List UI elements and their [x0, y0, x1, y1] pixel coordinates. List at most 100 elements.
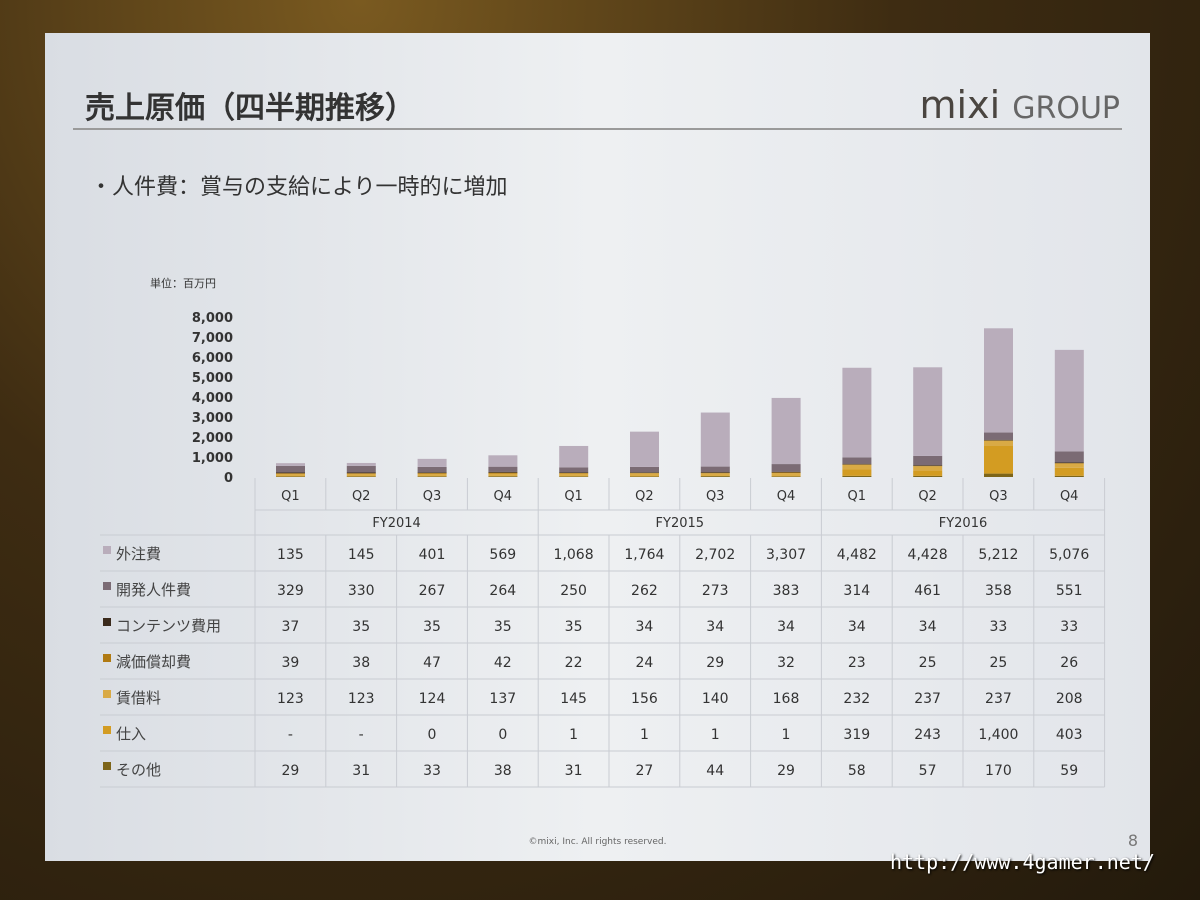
bar-segment — [842, 475, 872, 477]
bar-segment — [700, 466, 730, 473]
bar-segment — [771, 476, 801, 477]
data-label: 243 — [914, 727, 941, 743]
bar-segment — [984, 445, 1013, 474]
data-label: 5,076 — [1049, 547, 1089, 563]
legend-label: その他 — [116, 761, 161, 779]
legend-swatch — [103, 654, 111, 662]
bar-segment — [488, 472, 518, 474]
x-tick-label: Q1 — [564, 489, 583, 504]
data-label: 22 — [565, 655, 583, 671]
data-label: 1 — [711, 727, 720, 743]
y-tick-label: 4,000 — [192, 391, 233, 406]
data-label: 140 — [702, 691, 729, 707]
bar-segment — [913, 471, 943, 476]
mixi-group-logo: mixi GROUP — [919, 83, 1120, 127]
y-tick-label: 1,000 — [192, 451, 233, 466]
bar-segment — [1054, 463, 1084, 464]
bar-segment — [346, 473, 376, 477]
x-tick-label: Q3 — [423, 489, 442, 504]
data-label: 156 — [631, 691, 658, 707]
data-label: 34 — [777, 619, 795, 635]
page-number: 8 — [1127, 831, 1138, 850]
bar-segment — [630, 473, 659, 477]
data-label: 33 — [423, 763, 441, 779]
data-label: 35 — [565, 619, 583, 635]
legend-swatch — [103, 726, 111, 734]
bar-segment — [346, 462, 376, 466]
bar-segment — [700, 473, 730, 477]
data-label: 35 — [494, 619, 512, 635]
bar-segment — [771, 464, 801, 472]
data-label: 168 — [773, 691, 800, 707]
bar-segment — [417, 458, 447, 467]
bar-segment — [346, 473, 376, 474]
bar-segment — [346, 472, 376, 474]
bullet-text: ・人件費：賞与の支給により一時的に増加 — [90, 175, 508, 200]
data-label: 57 — [919, 763, 937, 779]
data-label: 319 — [843, 727, 870, 743]
bar-segment — [700, 476, 730, 477]
x-tick-label: Q4 — [1060, 489, 1079, 504]
bar-segment — [346, 465, 376, 473]
bar-segment — [913, 465, 943, 466]
data-label: 1 — [640, 727, 649, 743]
data-label: 42 — [494, 655, 512, 671]
data-label: 403 — [1056, 727, 1083, 743]
data-label: 44 — [706, 763, 724, 779]
bar-segment — [630, 472, 659, 473]
bar-segment — [630, 476, 659, 477]
bar-segment — [1054, 463, 1084, 468]
y-tick-label: 5,000 — [192, 371, 233, 386]
x-tick-label: Q3 — [989, 489, 1008, 504]
legend-label: 外注費 — [116, 545, 161, 563]
x-tick-label: Q4 — [777, 489, 796, 504]
legend-swatch — [103, 762, 111, 770]
y-tick-label: 8,000 — [192, 311, 233, 326]
legend-label: 賃借料 — [116, 689, 161, 707]
bar-segment — [417, 476, 447, 477]
data-label: 137 — [489, 691, 516, 707]
data-label: 5,212 — [978, 547, 1018, 563]
x-tick-label: Q2 — [918, 489, 937, 504]
data-label: 33 — [989, 619, 1007, 635]
legend-swatch — [103, 618, 111, 626]
y-tick-label: 0 — [224, 471, 233, 486]
data-label: 23 — [848, 655, 866, 671]
bar-segment — [913, 466, 943, 471]
data-label: 37 — [281, 619, 299, 635]
data-label: 47 — [423, 655, 441, 671]
slide: 売上原価（四半期推移） mixi GROUP ・人件費：賞与の支給により一時的に… — [45, 33, 1150, 861]
data-label: 31 — [352, 763, 370, 779]
bar-segment — [488, 476, 518, 477]
bar-segment — [276, 463, 305, 466]
group-label: FY2014 — [372, 516, 421, 531]
data-label: 250 — [560, 583, 587, 599]
data-label: 145 — [560, 691, 587, 707]
data-label: 1 — [569, 727, 578, 743]
data-label: 123 — [348, 691, 375, 707]
legend-swatch — [103, 690, 111, 698]
data-label: 4,428 — [908, 547, 948, 563]
bar-segment — [842, 367, 872, 458]
data-label: 551 — [1056, 583, 1083, 599]
data-label: 29 — [777, 763, 795, 779]
bar-segment — [913, 465, 943, 467]
data-label: 314 — [843, 583, 870, 599]
bar-segment — [488, 473, 518, 477]
y-tick-label: 6,000 — [192, 351, 233, 366]
data-label: 27 — [635, 763, 653, 779]
bar-segment — [984, 473, 1013, 477]
bar-segment — [630, 466, 659, 473]
data-label: 35 — [423, 619, 441, 635]
data-label: 33 — [1060, 619, 1078, 635]
bar-segment — [913, 455, 943, 466]
bar-segment — [346, 476, 376, 477]
data-label: 34 — [706, 619, 724, 635]
data-label: - — [359, 727, 364, 743]
bar-segment — [1054, 467, 1084, 476]
data-label: 461 — [914, 583, 941, 599]
x-tick-label: Q4 — [494, 489, 513, 504]
data-label: 1,068 — [554, 547, 594, 563]
data-label: 1,400 — [978, 727, 1018, 743]
bar-segment — [984, 432, 1013, 440]
